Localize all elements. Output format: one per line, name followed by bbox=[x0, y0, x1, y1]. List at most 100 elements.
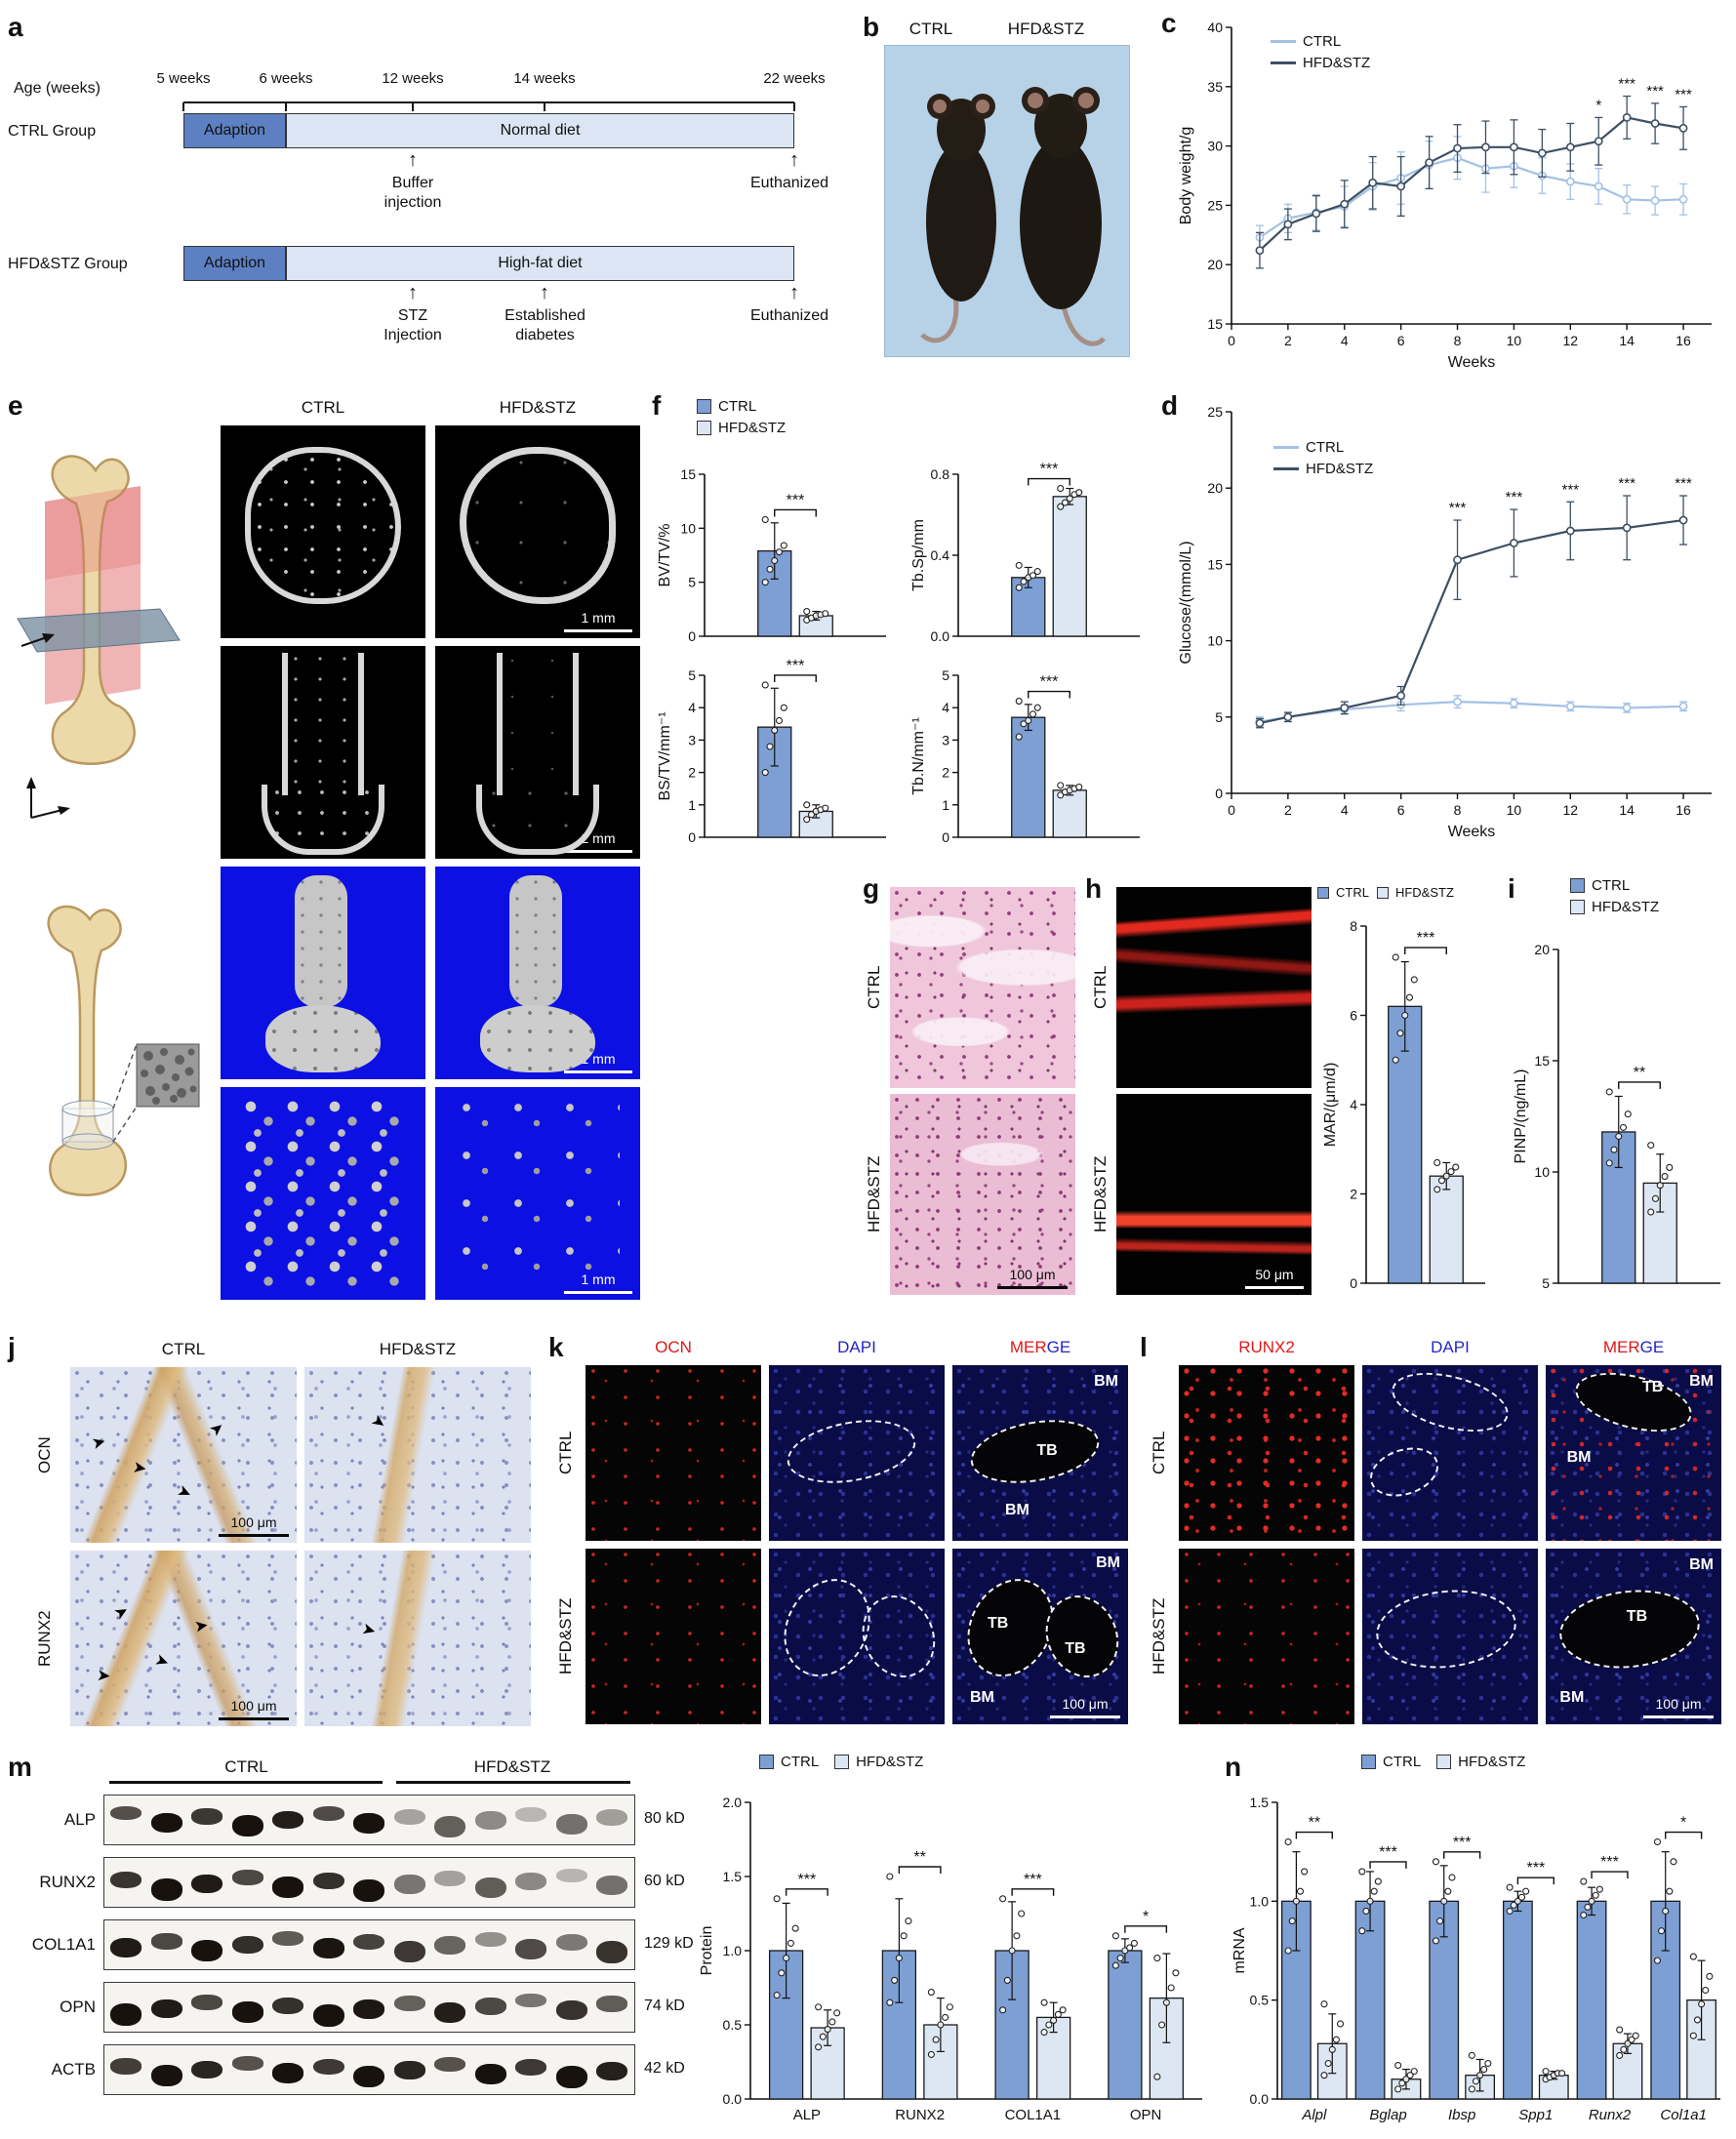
chart-canvas: 15 20 25 30 35 40 Body weight/g 0 2 4 6 8 10 12 14 16 We… bbox=[1178, 20, 1712, 371]
svg-text:***: *** bbox=[1646, 83, 1664, 100]
blot-band bbox=[312, 1872, 344, 1890]
glucose-legend: CTRL HFD&STZ bbox=[1273, 439, 1373, 477]
chart-canvas: 0.0 0.5 1.0 1.5 2.0 Protein ALP *** RUNX2 ** COL1A… bbox=[699, 1795, 1202, 2123]
scale-bar: 2 mm bbox=[564, 830, 632, 853]
blot-band bbox=[596, 1875, 627, 1895]
svg-text:8: 8 bbox=[1454, 802, 1462, 818]
legend-item-ctrl: CTRL bbox=[1271, 33, 1341, 50]
legend-item-hfd: HFD&STZ bbox=[697, 420, 786, 436]
bone-plane-illustration bbox=[12, 445, 207, 855]
runx2-row-label: RUNX2 bbox=[35, 1610, 54, 1667]
bm-label: BM bbox=[970, 1689, 994, 1706]
blot-band bbox=[393, 1875, 425, 1894]
up-arrow-icon: ↑ bbox=[789, 282, 799, 303]
blot-protein-label: COL1A1 bbox=[31, 1935, 96, 1954]
tick-14-weeks: 14 weeks bbox=[513, 70, 576, 87]
svg-text:Bglap: Bglap bbox=[1369, 2107, 1406, 2123]
dapi-header: DAPI bbox=[1431, 1338, 1470, 1356]
svg-text:Alpl: Alpl bbox=[1301, 2107, 1327, 2123]
svg-text:Runx2: Runx2 bbox=[1589, 2107, 1632, 2123]
runx2-ctrl-image bbox=[1179, 1365, 1354, 1541]
chart-canvas: 0 5 10 15 BV/TV/% *** bbox=[657, 466, 886, 644]
svg-text:***: *** bbox=[1453, 1835, 1472, 1851]
svg-text:***: *** bbox=[1449, 500, 1467, 516]
blot-band bbox=[150, 1878, 182, 1902]
svg-text:2: 2 bbox=[688, 765, 696, 781]
legend-item-hfd: HFD&STZ bbox=[1376, 885, 1454, 900]
blot-band bbox=[596, 1996, 627, 2012]
bm-label: BM bbox=[1096, 1554, 1120, 1571]
svg-text:RUNX2: RUNX2 bbox=[895, 2107, 945, 2123]
blot-band bbox=[515, 1806, 546, 1822]
svg-text:**: ** bbox=[913, 1849, 925, 1866]
legend-item-ctrl: CTRL bbox=[759, 1754, 819, 1770]
panel-l: l RUNX2 DAPI MERGE CTRL HFD&STZ TB BM BM… bbox=[1140, 1332, 1730, 1737]
svg-text:0.0: 0.0 bbox=[931, 628, 950, 644]
trabecular-hfd-image: 1 mm bbox=[435, 1087, 640, 1300]
panel-g-label: g bbox=[863, 873, 880, 904]
he-hfd-image: 100 μm bbox=[890, 1094, 1075, 1295]
mrna-chart: 0.0 0.5 1.0 1.5 mRNA Alpl ** Bglap *** Ibsp *** Spp… bbox=[1229, 1787, 1726, 2128]
blot-band bbox=[312, 2003, 344, 2028]
arrow-icon: ➤ bbox=[361, 1620, 378, 1640]
blot-band bbox=[110, 2058, 141, 2075]
panel-j: j CTRL HFD&STZ OCN RUNX2 ➤ ➤ ➤ ➤ 100 μm … bbox=[8, 1332, 540, 1737]
uct-ctrl-header: CTRL bbox=[301, 398, 345, 417]
svg-text:1: 1 bbox=[688, 797, 696, 813]
up-arrow-icon: ↑ bbox=[408, 282, 418, 303]
svg-text:0: 0 bbox=[942, 829, 949, 845]
svg-text:10: 10 bbox=[680, 520, 696, 536]
legend-item-ctrl: CTRL bbox=[697, 398, 756, 415]
blot-band bbox=[434, 2001, 465, 2024]
blot-band bbox=[272, 1997, 303, 2015]
blot-band bbox=[353, 1878, 384, 1903]
svg-text:15: 15 bbox=[1207, 316, 1223, 332]
hfd-adaption-segment: Adaption bbox=[183, 246, 286, 281]
blot-band bbox=[231, 2056, 263, 2071]
legend-item-ctrl: CTRL bbox=[1361, 1754, 1421, 1770]
arrow-icon: ➤ bbox=[132, 1458, 147, 1477]
svg-text:15: 15 bbox=[1207, 556, 1223, 572]
blot-band bbox=[515, 1994, 546, 2007]
panel-b: b CTRL HFD&STZ bbox=[863, 12, 1151, 369]
blot-band bbox=[110, 1806, 141, 1820]
protein-legend: CTRL HFD&STZ bbox=[759, 1754, 923, 1770]
blot-band bbox=[150, 1933, 182, 1950]
alp-blot bbox=[103, 1795, 635, 1845]
blot-band bbox=[231, 1870, 263, 1885]
ctrl-line-swatch bbox=[1273, 446, 1299, 449]
svg-text:Glucose/(mmol/L): Glucose/(mmol/L) bbox=[1178, 541, 1194, 664]
blot-protein-label: ALP bbox=[63, 1810, 96, 1829]
svg-text:4: 4 bbox=[688, 700, 696, 715]
tick-12-weeks: 12 weeks bbox=[382, 70, 444, 87]
blot-band bbox=[150, 1998, 182, 2018]
panel-k-label: k bbox=[548, 1332, 564, 1362]
panel-b-label: b bbox=[863, 12, 880, 42]
hfd-euthanized-annotation: Euthanized bbox=[749, 307, 829, 324]
blot-kd-label: 42 kD bbox=[644, 2060, 685, 2077]
blot-band bbox=[353, 1999, 384, 2019]
svg-text:1: 1 bbox=[942, 797, 949, 813]
svg-text:BV/TV/%: BV/TV/% bbox=[657, 524, 673, 587]
scale-bar: 50 μm bbox=[1245, 1267, 1304, 1289]
arrow-icon: ➤ bbox=[207, 1418, 227, 1439]
he-ctrl-row-label: CTRL bbox=[865, 965, 883, 1010]
pinp-legend: CTRL HFD&STZ bbox=[1570, 877, 1659, 915]
ctrl-adaption-segment: Adaption bbox=[183, 113, 286, 148]
blot-band bbox=[555, 1934, 587, 1952]
stz-injection-annotation: STZ Injection bbox=[384, 307, 442, 343]
svg-text:***: *** bbox=[1526, 1860, 1545, 1877]
ctrl-bracket bbox=[109, 1781, 383, 1784]
pinp-chart: 5 10 15 20 PINP/(ng/mL) ** bbox=[1510, 934, 1726, 1297]
svg-text:0.4: 0.4 bbox=[931, 547, 950, 563]
chart-canvas: 0 2 4 6 8 MAR/(μm/d) *** bbox=[1322, 918, 1485, 1291]
scale-bar: 1 mm bbox=[564, 1271, 632, 1294]
bm-label: BM bbox=[1559, 1689, 1585, 1706]
blot-band bbox=[231, 1815, 263, 1837]
legend-item-hfd: HFD&STZ bbox=[1273, 461, 1373, 477]
legend-item-ctrl: CTRL bbox=[1317, 885, 1369, 900]
legend-item-hfd: HFD&STZ bbox=[834, 1754, 923, 1770]
blot-kd-label: 74 kD bbox=[644, 1998, 685, 2014]
merge-header: MERGE bbox=[1602, 1338, 1665, 1356]
arrow-icon: ➤ bbox=[153, 1651, 172, 1672]
